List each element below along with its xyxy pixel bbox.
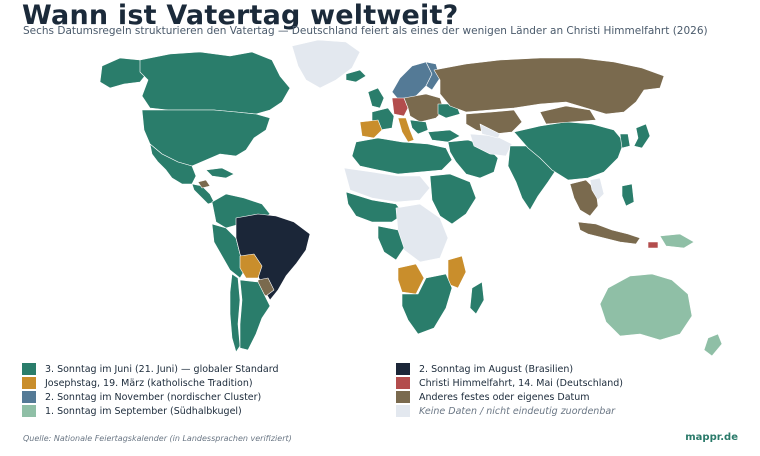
region-korea: [619, 133, 631, 149]
legend-swatch: [22, 377, 36, 389]
region-papua: [659, 233, 695, 249]
region-caribbean: [205, 167, 235, 179]
legend-label: 2. Sonntag im November (nordischer Clust…: [45, 391, 262, 403]
region-philippines: [621, 183, 635, 207]
region-uk: [367, 87, 385, 109]
region-alaska: [99, 57, 149, 89]
legend-label: 1. Sonntag im September (Südhalbkugel): [45, 405, 242, 417]
legend-label: 2. Sonntag im August (Brasilien): [419, 363, 574, 375]
source-note: Quelle: Nationale Feiertagskalender (in …: [23, 434, 292, 443]
page-title: Wann ist Vatertag weltweit?: [22, 0, 459, 31]
region-eastern-europe: [403, 93, 445, 123]
region-timor: [647, 241, 659, 249]
region-mongolia: [539, 105, 597, 125]
region-east-africa: [429, 173, 477, 225]
region-germany: [391, 97, 409, 117]
legend-item-september: 1. Sonntag im September (Südhalbkugel): [22, 404, 242, 418]
legend-item-august: 2. Sonntag im August (Brasilien): [396, 362, 573, 376]
region-canada: [139, 51, 291, 115]
region-china: [513, 121, 625, 181]
legend-label: Anderes festes oder eigenes Datum: [419, 391, 590, 403]
region-italy: [397, 117, 415, 143]
region-honduras: [197, 179, 211, 189]
brand-logo: mappr.de: [685, 432, 738, 443]
legend-swatch: [22, 391, 36, 403]
region-australia: [599, 273, 693, 341]
legend-label: Keine Daten / nicht eindeutig zuordenbar: [419, 405, 616, 417]
region-madagascar: [469, 281, 485, 315]
region-argentina: [239, 279, 271, 351]
legend-label: Christi Himmelfahrt, 14. Mai (Deutschlan…: [419, 377, 623, 389]
legend-swatch: [396, 391, 410, 403]
region-russia: [433, 57, 665, 115]
legend-item-june: 3. Sonntag im Juni (21. Juni) — globaler…: [22, 362, 279, 376]
region-finland: [425, 61, 441, 91]
region-indonesia: [577, 221, 641, 245]
legend-swatch: [22, 363, 36, 375]
legend-swatch: [396, 363, 410, 375]
region-central-asia: [479, 123, 501, 139]
legend-swatch: [396, 377, 410, 389]
legend-label: 3. Sonntag im Juni (21. Juni) — globaler…: [45, 363, 279, 375]
legend-swatch: [396, 405, 410, 417]
region-bolivia: [239, 253, 263, 279]
region-chile: [229, 273, 241, 353]
page-subtitle: Sechs Datumsregeln strukturieren den Vat…: [23, 25, 708, 37]
region-turkey: [427, 129, 461, 143]
region-southeast-asia: [569, 179, 599, 217]
region-kazakhstan: [465, 109, 523, 135]
region-southern-africa: [401, 273, 453, 335]
region-new-zealand: [703, 333, 723, 356]
world-map: [99, 39, 723, 356]
legend: 3. Sonntag im Juni (21. Juni) — globaler…: [22, 362, 742, 420]
legend-item-other: Anderes festes oder eigenes Datum: [396, 390, 590, 404]
region-mexico: [149, 143, 197, 185]
legend-item-ascension: Christi Himmelfahrt, 14. Mai (Deutschlan…: [396, 376, 623, 390]
region-indochina: [589, 177, 605, 201]
region-balkans: [409, 119, 429, 135]
region-congo: [377, 225, 405, 261]
region-iceland: [345, 69, 367, 83]
region-north-africa: [351, 137, 453, 175]
legend-item-march: Josephstag, 19. März (katholische Tradit…: [22, 376, 253, 390]
legend-item-november: 2. Sonntag im November (nordischer Clust…: [22, 390, 261, 404]
legend-item-nodata: Keine Daten / nicht eindeutig zuordenbar: [396, 404, 615, 418]
region-japan: [633, 123, 651, 149]
region-greenland: [291, 39, 361, 89]
region-west-africa: [345, 191, 405, 223]
region-mozambique: [447, 255, 467, 289]
legend-swatch: [22, 405, 36, 417]
legend-label: Josephstag, 19. März (katholische Tradit…: [45, 377, 253, 389]
region-iberia: [359, 119, 383, 139]
region-sahel: [343, 167, 431, 203]
